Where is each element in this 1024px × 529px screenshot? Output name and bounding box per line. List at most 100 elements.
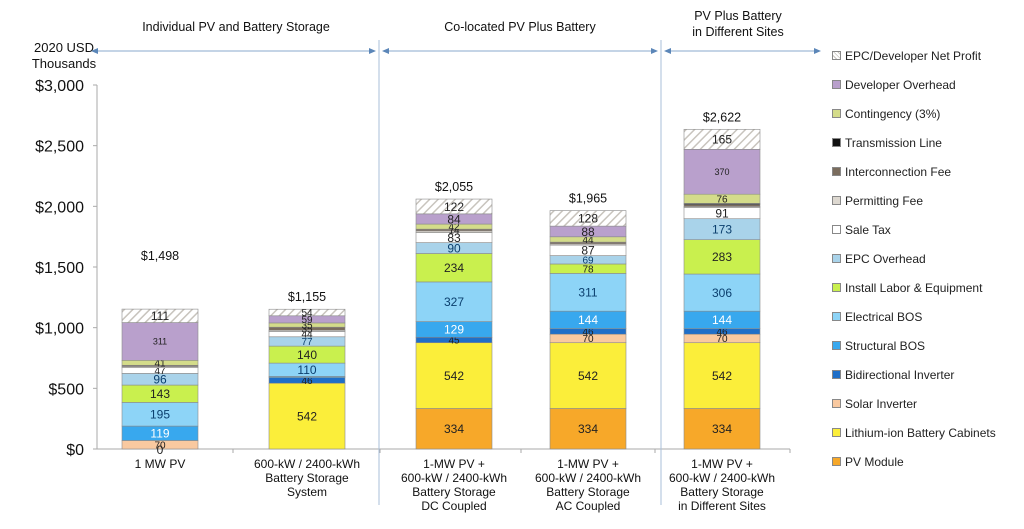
data-label: 41 [154,358,166,369]
y-tick-label: $500 [48,381,84,398]
legend-swatch [832,341,841,350]
data-label: 140 [297,348,317,362]
data-label: 144 [712,313,732,327]
data-label: 306 [712,286,732,300]
x-tick-label: 1-MW PV + [557,457,619,471]
legend-label: Permitting Fee [845,193,924,208]
data-label: 78 [582,264,594,275]
data-label: 88 [581,225,595,239]
data-label: 122 [444,200,464,214]
x-tick-label: System [287,485,327,499]
data-label: 96 [153,373,167,387]
data-label: 111 [151,309,170,323]
legend-item: Contingency (3%) [832,99,996,128]
legend-swatch [832,225,841,234]
legend-label: Solar Inverter [845,396,918,411]
data-label: 69 [582,255,594,266]
legend-swatch [832,370,841,379]
legend-item: Electrical BOS [832,302,996,331]
legend-swatch [832,80,841,89]
legend-label: Sale Tax [845,222,891,237]
legend-swatch [832,312,841,321]
legend-item: PV Module [832,447,996,476]
data-label: 542 [578,369,598,383]
legend-item: EPC Overhead [832,244,996,273]
bar-segment [121,322,199,361]
y-axis-title-line1: 2020 USD [34,40,94,55]
x-tick-label: 600-kW / 2400-kWh [535,471,641,485]
data-label: 311 [578,286,597,300]
data-label: 542 [444,369,464,383]
data-label: 327 [444,295,464,309]
data-label: 311 [153,337,167,347]
data-label: 77 [301,337,313,348]
data-label: 84 [447,212,461,226]
x-tick-label: 1 MW PV [135,457,186,471]
data-label: 35 [301,324,313,335]
legend-swatch [832,138,841,147]
data-label: 59 [301,315,313,326]
data-label: 54 [301,308,313,319]
legend-label: Bidirectional Inverter [845,367,955,382]
legend: EPC/Developer Net Profit Developer Overhe… [832,41,996,476]
total-label: $1,498 [141,249,179,263]
legend-item: Developer Overhead [832,70,996,99]
legend-label: Transmission Line [845,135,942,150]
legend-swatch [832,167,841,176]
data-label: 283 [712,250,732,264]
data-label: 46 [716,327,728,338]
legend-label: Developer Overhead [845,77,956,92]
data-label: 45 [448,336,460,347]
data-label: 542 [712,369,732,383]
bar-segment [268,308,346,317]
legend-swatch [832,196,841,205]
data-label: 76 [716,194,728,205]
group-title: in Different Sites [692,25,783,39]
group-title: PV Plus Battery [694,9,782,23]
data-label: 47 [154,366,166,377]
legend-label: EPC Overhead [845,251,926,266]
legend-label: Interconnection Fee [845,164,952,179]
legend-label: Lithium-ion Battery Cabinets [845,425,996,440]
data-label: 87 [581,244,595,258]
bar-segment [549,210,627,227]
legend-item: Lithium-ion Battery Cabinets [832,418,996,447]
legend-label: Structural BOS [845,338,926,353]
total-label: $1,155 [288,290,326,304]
y-tick-label: $2,500 [35,139,84,156]
x-tick-label: 1-MW PV + [691,457,753,471]
bar-segment [415,253,493,283]
legend-swatch [832,399,841,408]
data-label: 0 [157,443,164,457]
y-tick-label: $2,000 [35,199,84,216]
bar-segment [683,408,761,450]
bar-segment [415,198,493,215]
legend-swatch [832,283,841,292]
x-tick-label: 1-MW PV + [423,457,485,471]
bar-segment [415,342,493,409]
data-label: 173 [712,223,732,237]
group-title: Individual PV and Battery Storage [142,20,330,34]
legend-item: Structural BOS [832,331,996,360]
total-label: $2,055 [435,180,473,194]
data-label: 90 [447,241,461,255]
data-label: 44 [582,235,594,246]
data-label: 143 [150,387,170,401]
data-label: 110 [297,363,316,377]
x-tick-label: Battery Storage [412,485,496,499]
legend-item: Transmission Line [832,128,996,157]
bar-segment [683,128,761,150]
y-tick-label: $0 [66,442,84,459]
bar-segment [549,273,627,312]
legend-swatch [832,428,841,437]
bar-segment [268,382,346,450]
y-tick-label: $1,500 [35,260,84,277]
data-label: 370 [714,167,729,177]
bar-segment [121,308,199,323]
legend-item: Permitting Fee [832,186,996,215]
data-label: 129 [444,323,464,337]
data-label: 334 [712,422,732,436]
